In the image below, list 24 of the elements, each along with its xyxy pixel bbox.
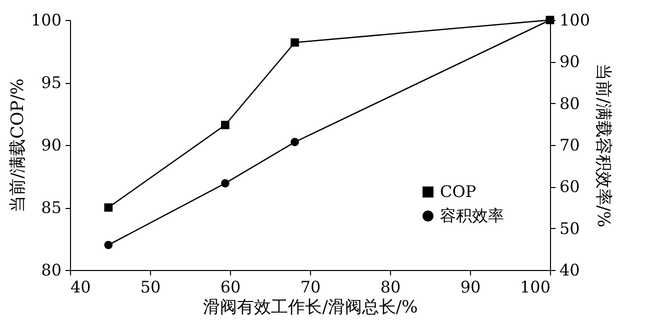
x-tick-label: 70 xyxy=(300,278,321,296)
x-tick-label: 60 xyxy=(220,278,241,296)
x-tick-label: 80 xyxy=(380,278,401,296)
y-tick-label: 80 xyxy=(41,260,62,280)
y-tick-label: 100 xyxy=(30,10,62,30)
y2-axis-title: 当前/满载容积效率/% xyxy=(593,64,614,228)
y-tick-label: 85 xyxy=(41,198,62,217)
x-tick-label: 90 xyxy=(460,278,481,296)
x-tick-label: 100 xyxy=(520,278,550,296)
legend-label: 容积效率 xyxy=(440,206,504,225)
x-axis-title: 滑阀有效工作长/滑阀总长/% xyxy=(203,298,418,318)
y2-tick-label: 70 xyxy=(560,136,580,154)
y2-tick-label: 90 xyxy=(560,52,580,72)
y-axis-title: 当前/满载COP/% xyxy=(8,78,28,212)
y2-tick-label: 60 xyxy=(560,177,580,196)
y2-tick-label: 80 xyxy=(560,94,580,113)
x-tick-label: 40 xyxy=(70,278,91,296)
legend-label: COP xyxy=(440,182,476,201)
y2-tick-label: 100 xyxy=(560,10,590,30)
y2-tick-label: 40 xyxy=(560,260,580,280)
y-tick-label: 95 xyxy=(41,73,62,92)
y-tick-label: 90 xyxy=(41,136,62,154)
y2-tick-label: 50 xyxy=(560,218,580,238)
x-tick-label: 50 xyxy=(140,278,161,296)
